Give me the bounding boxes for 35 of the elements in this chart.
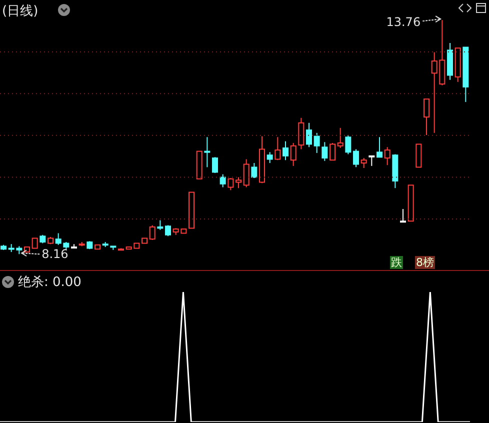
annotation: 8.16 bbox=[42, 247, 68, 262]
candlestick bbox=[157, 220, 164, 230]
candlestick bbox=[282, 140, 288, 161]
candlestick bbox=[212, 156, 218, 174]
candlestick bbox=[376, 136, 382, 158]
candlestick bbox=[228, 178, 234, 191]
candlestick bbox=[290, 142, 296, 166]
candlestick bbox=[400, 208, 406, 223]
candlestick bbox=[368, 155, 375, 166]
candlestick bbox=[220, 174, 226, 188]
candlestick bbox=[266, 152, 273, 164]
candlestick bbox=[360, 157, 367, 169]
candlestick bbox=[236, 176, 242, 189]
candlestick bbox=[243, 158, 250, 188]
candlestick bbox=[322, 142, 328, 162]
candlestick bbox=[330, 142, 336, 161]
annotation: 跌 bbox=[390, 256, 403, 269]
candlestick bbox=[424, 98, 430, 136]
candlestick bbox=[384, 146, 390, 166]
candlestick bbox=[32, 238, 38, 249]
candlestick bbox=[353, 148, 359, 168]
annotation: 8榜 bbox=[415, 256, 435, 269]
candlestick bbox=[306, 122, 312, 148]
candlestick bbox=[204, 136, 210, 168]
candlestick bbox=[149, 224, 156, 240]
chart-title: 绝杀: 0.00 bbox=[18, 274, 82, 291]
annotation: 13.76 bbox=[386, 15, 421, 30]
candlestick bbox=[416, 144, 422, 168]
candlestick bbox=[251, 162, 258, 179]
candlestick bbox=[298, 117, 304, 150]
candlestick bbox=[314, 132, 320, 154]
candlestick bbox=[274, 136, 281, 161]
chart-title: (日线) bbox=[2, 3, 38, 20]
candlestick bbox=[337, 127, 344, 148]
candlestick bbox=[345, 134, 352, 155]
